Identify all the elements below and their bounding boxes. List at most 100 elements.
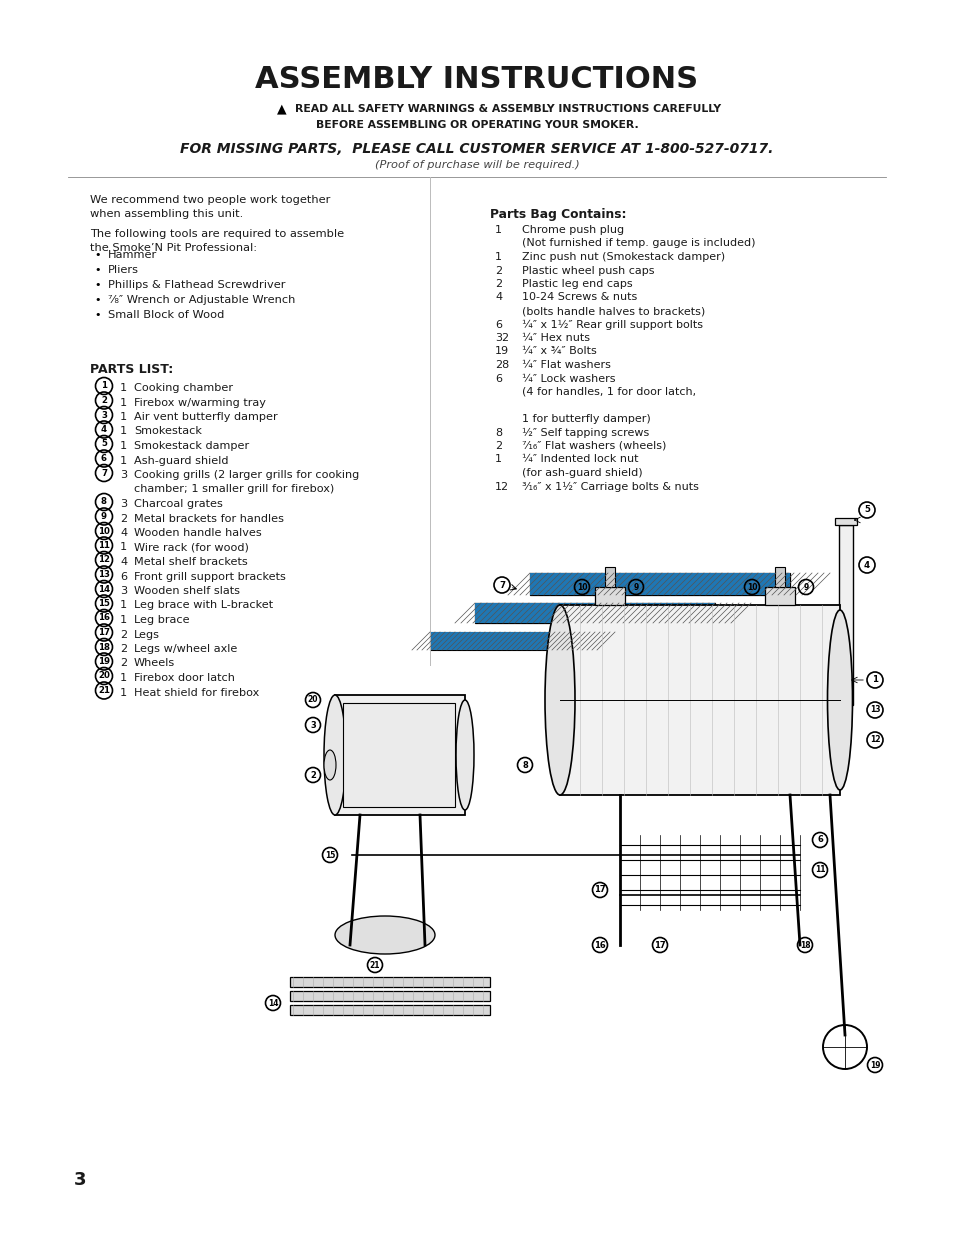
Text: 1: 1 <box>120 412 127 422</box>
Text: 9: 9 <box>633 583 638 592</box>
Text: 1: 1 <box>120 398 127 408</box>
Text: Legs: Legs <box>133 630 160 640</box>
Text: (for ash-guard shield): (for ash-guard shield) <box>521 468 642 478</box>
Text: 10: 10 <box>746 583 757 592</box>
Bar <box>290 1005 490 1015</box>
Bar <box>475 603 714 622</box>
Text: 1: 1 <box>120 426 127 436</box>
Text: 3: 3 <box>101 410 107 420</box>
Ellipse shape <box>456 700 474 810</box>
Text: Phillips & Flathead Screwdriver: Phillips & Flathead Screwdriver <box>108 280 285 290</box>
Text: ¼″ x 1½″ Rear grill support bolts: ¼″ x 1½″ Rear grill support bolts <box>521 320 702 330</box>
Text: 18: 18 <box>799 941 809 950</box>
Bar <box>430 632 579 650</box>
Text: •: • <box>94 249 101 261</box>
Text: 3: 3 <box>310 720 315 730</box>
Ellipse shape <box>324 695 346 815</box>
Text: 3: 3 <box>73 1171 86 1189</box>
Text: 2: 2 <box>495 279 501 289</box>
Text: 28: 28 <box>495 359 509 370</box>
Text: 14: 14 <box>268 999 278 1008</box>
Text: 9: 9 <box>802 583 808 592</box>
Text: 4: 4 <box>863 561 869 569</box>
Text: Small Block of Wood: Small Block of Wood <box>108 310 224 320</box>
Text: Firebox w/warming tray: Firebox w/warming tray <box>133 398 266 408</box>
Bar <box>834 517 856 525</box>
Text: Air vent butterfly damper: Air vent butterfly damper <box>133 412 277 422</box>
Text: 11: 11 <box>98 541 110 550</box>
Text: Wheels: Wheels <box>133 658 175 668</box>
Bar <box>604 567 615 587</box>
Text: 1: 1 <box>101 382 107 390</box>
Text: 13: 13 <box>98 571 110 579</box>
Text: 6: 6 <box>816 836 822 845</box>
Text: 12: 12 <box>495 482 509 492</box>
Text: 1: 1 <box>120 615 127 625</box>
Text: 13: 13 <box>869 705 880 715</box>
Text: (4 for handles, 1 for door latch,: (4 for handles, 1 for door latch, <box>521 387 696 396</box>
Text: 2: 2 <box>120 514 127 524</box>
Text: 4: 4 <box>495 293 501 303</box>
Text: Metal brackets for handles: Metal brackets for handles <box>133 514 284 524</box>
Text: 20: 20 <box>98 672 110 680</box>
Text: •: • <box>94 310 101 320</box>
Text: 1: 1 <box>120 383 127 393</box>
Text: 3: 3 <box>120 499 127 509</box>
Text: 1: 1 <box>495 225 501 235</box>
Text: •: • <box>94 266 101 275</box>
Text: 12: 12 <box>98 556 110 564</box>
Text: 5: 5 <box>863 505 869 515</box>
Text: The following tools are required to assemble: The following tools are required to asse… <box>90 228 344 240</box>
Text: Wire rack (for wood): Wire rack (for wood) <box>133 542 249 552</box>
Text: Plastic wheel push caps: Plastic wheel push caps <box>521 266 654 275</box>
Text: when assembling this unit.: when assembling this unit. <box>90 209 243 219</box>
Text: •: • <box>94 280 101 290</box>
Text: 6: 6 <box>101 454 107 463</box>
Text: 21: 21 <box>370 961 380 969</box>
Text: 15: 15 <box>98 599 110 608</box>
Text: 19: 19 <box>98 657 110 666</box>
Text: 11: 11 <box>814 866 824 874</box>
Bar <box>335 695 464 815</box>
Text: 1: 1 <box>495 454 501 464</box>
Text: 4: 4 <box>120 557 127 567</box>
Text: Hammer: Hammer <box>108 249 157 261</box>
Text: 6: 6 <box>495 320 501 330</box>
Text: 15: 15 <box>324 851 335 860</box>
Bar <box>559 605 840 795</box>
Text: ¼″ Flat washers: ¼″ Flat washers <box>521 359 610 370</box>
Text: 32: 32 <box>495 333 509 343</box>
Text: Plastic leg end caps: Plastic leg end caps <box>521 279 632 289</box>
Text: 8: 8 <box>521 761 527 769</box>
Text: 19: 19 <box>869 1061 880 1070</box>
Bar <box>774 567 784 587</box>
Text: Pliers: Pliers <box>108 266 139 275</box>
Text: 17: 17 <box>98 629 110 637</box>
Text: ⁷⁄₈″ Wrench or Adjustable Wrench: ⁷⁄₈″ Wrench or Adjustable Wrench <box>108 295 295 305</box>
Text: ⁷⁄₁₆″ Flat washers (wheels): ⁷⁄₁₆″ Flat washers (wheels) <box>521 441 666 451</box>
Text: 3: 3 <box>120 585 127 597</box>
Text: Front grill support brackets: Front grill support brackets <box>133 572 286 582</box>
Text: •: • <box>94 295 101 305</box>
Text: Wooden handle halves: Wooden handle halves <box>133 529 261 538</box>
Ellipse shape <box>324 750 335 781</box>
Text: 2: 2 <box>101 396 107 405</box>
Text: Cooking chamber: Cooking chamber <box>133 383 233 393</box>
Text: 2: 2 <box>120 630 127 640</box>
Text: Smokestack damper: Smokestack damper <box>133 441 249 451</box>
Text: 4: 4 <box>101 425 107 433</box>
Bar <box>475 603 714 622</box>
Text: 17: 17 <box>654 941 665 950</box>
Bar <box>595 587 624 605</box>
Text: 1: 1 <box>495 252 501 262</box>
Text: Metal shelf brackets: Metal shelf brackets <box>133 557 248 567</box>
Text: Firebox door latch: Firebox door latch <box>133 673 234 683</box>
Text: 2: 2 <box>120 643 127 655</box>
Text: 2: 2 <box>495 441 501 451</box>
Text: 7: 7 <box>101 468 107 478</box>
Text: Zinc push nut (Smokestack damper): Zinc push nut (Smokestack damper) <box>521 252 724 262</box>
Text: FOR MISSING PARTS,  PLEASE CALL CUSTOMER SERVICE AT 1-800-527-0717.: FOR MISSING PARTS, PLEASE CALL CUSTOMER … <box>180 142 773 156</box>
Text: 2: 2 <box>310 771 315 779</box>
Text: Parts Bag Contains:: Parts Bag Contains: <box>490 207 626 221</box>
Text: Leg brace: Leg brace <box>133 615 190 625</box>
